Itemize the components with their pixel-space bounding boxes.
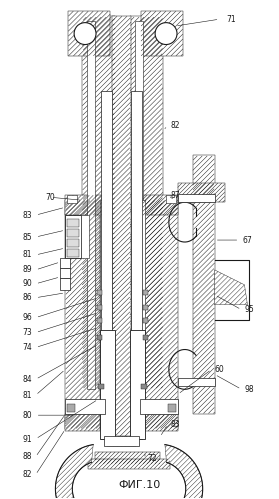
Bar: [60, 268, 70, 278]
Text: 74: 74: [23, 343, 32, 352]
Bar: [87, 21, 95, 389]
Text: 81: 81: [23, 391, 32, 400]
Text: 82: 82: [170, 121, 180, 130]
Polygon shape: [112, 16, 131, 439]
Polygon shape: [141, 11, 183, 56]
Bar: [60, 278, 70, 290]
Bar: [97, 318, 102, 323]
Bar: [97, 290, 102, 295]
Polygon shape: [68, 11, 110, 56]
Bar: [143, 334, 148, 339]
Polygon shape: [65, 200, 100, 429]
Polygon shape: [215, 270, 247, 305]
Polygon shape: [56, 445, 100, 499]
Bar: [168, 404, 176, 412]
Polygon shape: [65, 195, 102, 215]
Text: 72: 72: [147, 455, 157, 464]
Text: 95: 95: [245, 305, 254, 314]
Text: 71: 71: [227, 14, 236, 23]
Polygon shape: [178, 183, 225, 202]
Text: ФИГ.10: ФИГ.10: [118, 480, 160, 490]
Text: 67: 67: [242, 236, 252, 245]
Bar: [141, 384, 147, 389]
Text: 60: 60: [215, 365, 225, 374]
Bar: [166, 195, 176, 203]
Bar: [67, 239, 79, 247]
Bar: [60, 258, 70, 268]
Text: 89: 89: [23, 265, 32, 274]
Polygon shape: [145, 200, 178, 429]
Bar: [65, 215, 81, 258]
Text: 70: 70: [45, 193, 55, 202]
Bar: [143, 305, 148, 310]
Polygon shape: [143, 195, 178, 215]
Bar: [135, 21, 143, 389]
Bar: [143, 318, 148, 323]
Bar: [67, 249, 79, 257]
Polygon shape: [145, 414, 178, 431]
Bar: [67, 404, 75, 412]
Bar: [178, 378, 215, 386]
Bar: [97, 334, 102, 339]
Polygon shape: [88, 459, 170, 469]
Text: 87: 87: [170, 191, 180, 200]
Text: 81: 81: [23, 250, 32, 259]
Bar: [178, 194, 215, 202]
Bar: [104, 436, 139, 446]
Text: 86: 86: [23, 293, 32, 302]
Polygon shape: [130, 16, 163, 389]
Bar: [98, 384, 104, 389]
Ellipse shape: [155, 22, 177, 44]
Text: 82: 82: [23, 471, 32, 480]
Bar: [100, 330, 115, 439]
Polygon shape: [107, 436, 136, 446]
Bar: [67, 219, 79, 227]
Bar: [81, 215, 89, 258]
Text: 96: 96: [23, 313, 32, 322]
Text: 85: 85: [23, 233, 32, 242]
Bar: [131, 200, 145, 429]
Bar: [65, 399, 105, 414]
Text: 73: 73: [23, 328, 32, 337]
Bar: [130, 330, 145, 439]
Bar: [101, 91, 112, 439]
Polygon shape: [95, 452, 160, 464]
Text: 83: 83: [23, 211, 32, 220]
Bar: [67, 195, 77, 203]
Polygon shape: [65, 414, 100, 431]
Text: 91: 91: [23, 435, 32, 444]
Text: 98: 98: [245, 385, 254, 394]
Text: 84: 84: [23, 375, 32, 384]
Text: 83: 83: [170, 420, 180, 429]
Bar: [97, 305, 102, 310]
Text: 88: 88: [23, 453, 32, 462]
Polygon shape: [193, 156, 215, 414]
Text: 80: 80: [23, 411, 32, 420]
Ellipse shape: [74, 22, 96, 44]
Bar: [143, 290, 148, 295]
Polygon shape: [158, 445, 203, 499]
Bar: [67, 229, 79, 237]
Polygon shape: [82, 16, 115, 389]
Bar: [131, 91, 142, 439]
Bar: [140, 399, 178, 414]
Bar: [100, 200, 112, 429]
Text: 90: 90: [23, 279, 32, 288]
